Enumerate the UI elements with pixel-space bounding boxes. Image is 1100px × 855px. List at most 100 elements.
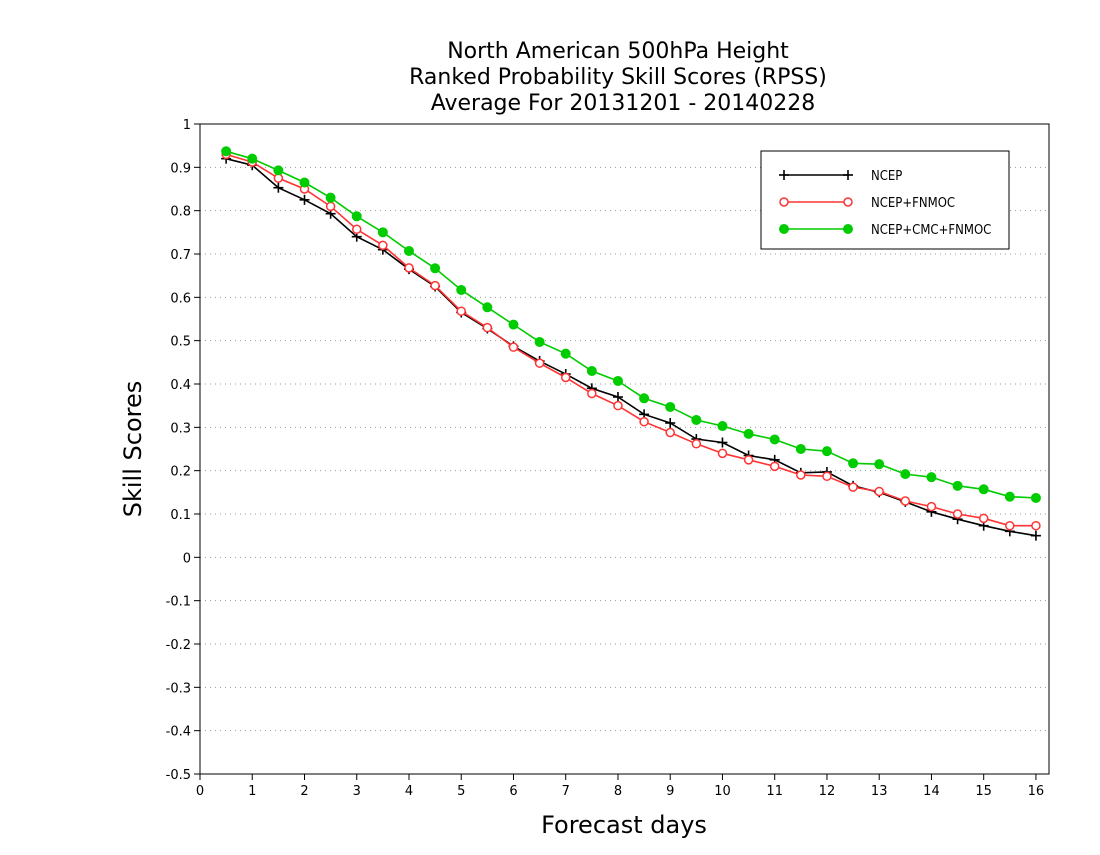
data-point [299, 194, 310, 205]
y-tick-label: -0.3 [166, 681, 191, 696]
data-point [665, 427, 675, 438]
legend-box [760, 150, 1010, 250]
data-point [665, 401, 676, 412]
x-tick-label: 13 [871, 784, 888, 799]
x-axis-label: Forecast days [541, 811, 707, 839]
legend-marker [843, 197, 853, 207]
legend-marker [779, 224, 789, 234]
chart-title-line-1: North American 500hPa Height [447, 39, 789, 64]
data-point [1030, 530, 1041, 541]
data-point [351, 224, 362, 235]
data-point [926, 472, 937, 483]
x-tick-label: 3 [353, 784, 361, 799]
y-tick-label: -0.2 [166, 638, 191, 653]
legend-item: NCEP [779, 169, 902, 184]
data-point [1030, 492, 1041, 503]
data-point [848, 458, 859, 469]
data-point [691, 439, 702, 449]
y-tick-label: -0.1 [166, 595, 191, 610]
data-point [378, 240, 388, 251]
data-point [404, 263, 414, 273]
data-point [508, 342, 519, 352]
x-tick-label: 15 [975, 784, 992, 799]
y-tick-label: 0.9 [170, 161, 191, 176]
y-tick-label: 0.6 [170, 291, 191, 306]
data-point [900, 469, 911, 480]
x-tick-label: 7 [562, 784, 570, 799]
ticks-layer: -0.5 -0.4 -0.3 -0.2 -0.1 0 0.1 0.2 0.3 0.4 0.5 0.6 0… [166, 118, 1045, 799]
y-tick-label: -0.5 [166, 768, 191, 783]
legend-item: NCEP+FNMOC [779, 196, 955, 211]
x-tick-label: 1 [248, 784, 256, 799]
data-point [1005, 520, 1015, 531]
data-point [769, 461, 780, 472]
legend-items: NCEP NCEP+FNMOC NCEP+CMC+FNMOC [779, 169, 991, 238]
data-point [586, 366, 597, 376]
x-tick-label: 0 [196, 784, 204, 799]
data-point [795, 444, 806, 454]
y-tick-label: 0.4 [170, 378, 191, 393]
data-point [952, 509, 963, 519]
x-tick-label: 16 [1028, 784, 1045, 799]
y-tick-label: -0.4 [166, 725, 191, 740]
series-2 [221, 146, 1041, 503]
data-point [926, 501, 937, 512]
data-point [717, 437, 728, 448]
y-tick-label: 0.8 [170, 205, 191, 220]
legend-label: NCEP+FNMOC [871, 196, 955, 211]
data-point [848, 482, 858, 492]
data-point [560, 372, 571, 383]
data-point [821, 446, 832, 457]
series-layer [221, 146, 1041, 541]
y-tick-label: 0.5 [170, 335, 191, 350]
data-point [717, 421, 728, 432]
x-tick-label: 9 [666, 784, 674, 799]
data-point [717, 448, 728, 459]
data-point [247, 153, 258, 164]
data-point [482, 302, 493, 313]
data-point [430, 280, 440, 291]
y-tick-label: 0.3 [170, 421, 191, 436]
data-point [796, 470, 806, 480]
data-point [743, 455, 754, 465]
data-point [874, 486, 884, 497]
data-point [508, 319, 519, 330]
data-point [351, 211, 362, 222]
data-point [221, 146, 232, 157]
y-tick-label: 0 [183, 551, 191, 566]
data-point [587, 388, 597, 399]
data-point [639, 393, 650, 404]
data-point [612, 392, 623, 402]
data-point [900, 496, 911, 506]
y-tick-label: 0.7 [170, 248, 191, 263]
data-point [273, 165, 284, 176]
x-tick-label: 6 [509, 784, 517, 799]
data-point [456, 306, 466, 316]
data-point [560, 348, 571, 359]
y-axis-label: Skill Scores [119, 381, 147, 518]
x-tick-label: 12 [819, 784, 836, 799]
data-point [1004, 491, 1015, 502]
data-point [377, 227, 388, 238]
series-1 [221, 149, 1041, 531]
x-tick-label: 11 [766, 784, 783, 799]
y-tick-label: 1 [183, 118, 191, 133]
grid-layer [200, 166, 1049, 732]
data-point [403, 245, 414, 256]
plot-frame [199, 123, 1050, 775]
legend-marker [779, 197, 789, 207]
legend-label: NCEP+CMC+FNMOC [871, 223, 991, 238]
x-tick-label: 10 [714, 784, 731, 799]
legend: NCEP NCEP+FNMOC NCEP+CMC+FNMOC [760, 150, 1010, 250]
data-point [822, 471, 832, 482]
data-point [743, 428, 754, 439]
legend-marker [843, 224, 853, 234]
data-point [534, 358, 545, 368]
legend-item: NCEP+CMC+FNMOC [779, 223, 991, 238]
data-point [456, 284, 467, 295]
x-tick-label: 5 [457, 784, 465, 799]
data-point [534, 336, 545, 347]
legend-marker [779, 170, 789, 180]
